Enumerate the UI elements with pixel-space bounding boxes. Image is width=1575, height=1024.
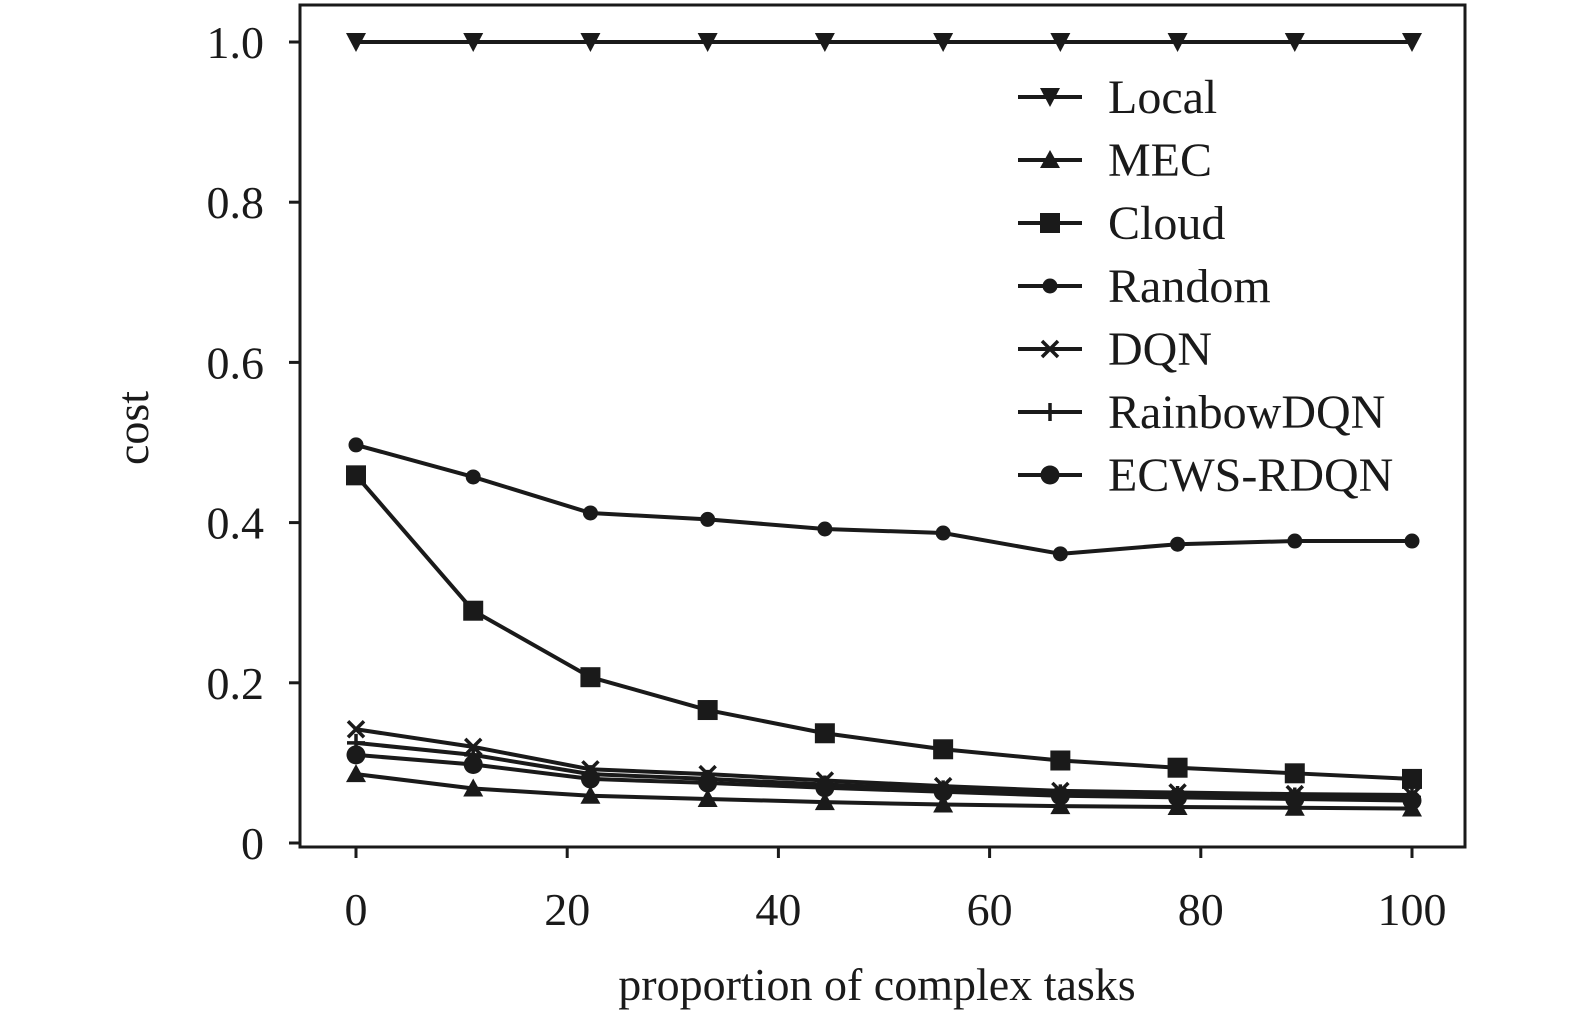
data-point-dqn xyxy=(346,720,366,739)
legend-item-ecws-rdqn: ECWS-RDQN xyxy=(1018,449,1393,502)
series-line-ecws-rdqn xyxy=(355,752,1413,803)
plot-frame xyxy=(298,3,1467,849)
data-point-ecws-rdqn xyxy=(1402,791,1422,811)
data-point-cloud xyxy=(697,700,718,721)
y-tick-label: 0.6 xyxy=(207,337,265,388)
data-point-mec xyxy=(463,778,484,797)
data-point-local xyxy=(933,33,954,52)
x-axis-title: proportion of complex tasks xyxy=(618,959,1135,1010)
legend-label: DQN xyxy=(1108,323,1212,376)
legend-label: RainbowDQN xyxy=(1108,386,1385,439)
x-tick-label: 60 xyxy=(967,884,1013,935)
data-point-cloud xyxy=(346,465,366,486)
data-point-cloud xyxy=(463,600,484,621)
data-point-random xyxy=(348,437,364,453)
legend-item-mec: MEC xyxy=(1018,134,1212,187)
legend-marker-rainbowdqn xyxy=(1041,403,1059,421)
data-point-mec xyxy=(697,788,718,807)
y-tick-label: 0 xyxy=(241,818,264,869)
series-ecws-rdqn xyxy=(346,745,1422,811)
y-tick-label: 0.4 xyxy=(207,498,265,549)
data-point-ecws-rdqn xyxy=(1168,787,1188,807)
series-line-random xyxy=(355,442,1412,556)
data-point-ecws-rdqn xyxy=(463,755,483,775)
legend-marker-ecws-rdqn xyxy=(1040,465,1060,485)
data-point-ecws-rdqn xyxy=(1285,789,1305,809)
data-point-cloud xyxy=(933,739,954,760)
data-point-cloud xyxy=(1167,757,1188,778)
data-point-random xyxy=(1287,533,1303,549)
data-point-random xyxy=(1052,546,1068,562)
data-point-mec xyxy=(346,764,366,783)
legend-marker-local xyxy=(1040,88,1060,107)
x-tick-label: 100 xyxy=(1378,884,1447,935)
data-point-cloud xyxy=(1284,763,1305,784)
data-point-cloud xyxy=(580,667,601,688)
y-axis-title: cost xyxy=(107,391,158,465)
legend-item-dqn: DQN xyxy=(1018,323,1212,376)
x-axis: 0 20 40 60 80 100 xyxy=(345,847,1447,935)
data-point-mec xyxy=(814,792,835,811)
data-point-ecws-rdqn xyxy=(1050,786,1070,806)
series-cloud xyxy=(346,465,1422,789)
data-point-ecws-rdqn xyxy=(346,745,366,765)
data-point-random xyxy=(1170,536,1186,552)
y-tick-label: 0.2 xyxy=(207,658,265,709)
y-tick-label: 0.8 xyxy=(207,177,265,228)
legend-label: Cloud xyxy=(1108,197,1225,250)
legend: Local MEC Cloud Random DQN RainbowDQN ECWS-RDQ… xyxy=(1018,71,1393,502)
data-point-ecws-rdqn xyxy=(698,773,718,793)
data-point-local xyxy=(697,33,718,52)
data-point-random xyxy=(1404,533,1420,549)
legend-label: Random xyxy=(1108,260,1271,313)
x-tick-label: 40 xyxy=(755,884,801,935)
data-point-random xyxy=(465,469,481,485)
data-point-mec xyxy=(933,794,954,813)
data-point-random xyxy=(935,525,951,541)
data-point-ecws-rdqn xyxy=(580,769,600,789)
legend-label: ECWS-RDQN xyxy=(1108,449,1393,502)
data-point-random xyxy=(817,521,833,537)
legend-item-cloud: Cloud xyxy=(1018,197,1225,250)
series-line-mec xyxy=(355,772,1413,811)
data-point-local xyxy=(1167,33,1188,52)
legend-marker-dqn xyxy=(1040,339,1060,359)
x-tick-label: 20 xyxy=(544,884,590,935)
legend-item-rainbowdqn: RainbowDQN xyxy=(1018,386,1385,439)
legend-label: Local xyxy=(1108,71,1217,124)
data-point-ecws-rdqn xyxy=(815,778,835,798)
data-point-cloud xyxy=(1050,750,1071,771)
data-point-random xyxy=(582,505,598,521)
series-line-cloud xyxy=(354,474,1413,781)
series-layer xyxy=(346,33,1422,817)
data-point-local xyxy=(1050,33,1071,52)
data-point-random xyxy=(700,511,716,527)
legend-marker-mec xyxy=(1040,150,1060,168)
data-point-local xyxy=(346,33,366,52)
x-tick-label: 0 xyxy=(345,884,368,935)
data-point-local xyxy=(1284,33,1305,52)
legend-label: MEC xyxy=(1108,134,1212,187)
legend-marker-cloud xyxy=(1040,213,1060,233)
data-point-cloud xyxy=(814,723,835,744)
x-tick-label: 80 xyxy=(1178,884,1224,935)
legend-item-local: Local xyxy=(1018,71,1217,124)
data-point-local xyxy=(814,33,835,52)
series-local xyxy=(346,33,1422,52)
data-point-local xyxy=(463,33,484,52)
data-point-mec xyxy=(580,785,601,804)
legend-item-random: Random xyxy=(1018,260,1271,313)
y-axis: 0 0.2 0.4 0.6 0.8 1.0 xyxy=(207,17,300,869)
data-point-local xyxy=(580,33,601,52)
y-tick-label: 1.0 xyxy=(207,17,265,68)
series-random xyxy=(348,437,1420,562)
data-point-ecws-rdqn xyxy=(933,782,953,802)
data-point-local xyxy=(1402,33,1422,52)
legend-marker-random xyxy=(1042,278,1058,294)
series-line-dqn xyxy=(355,727,1413,797)
data-point-cloud xyxy=(1402,768,1422,789)
series-line-rainbowdqn xyxy=(355,740,1413,800)
